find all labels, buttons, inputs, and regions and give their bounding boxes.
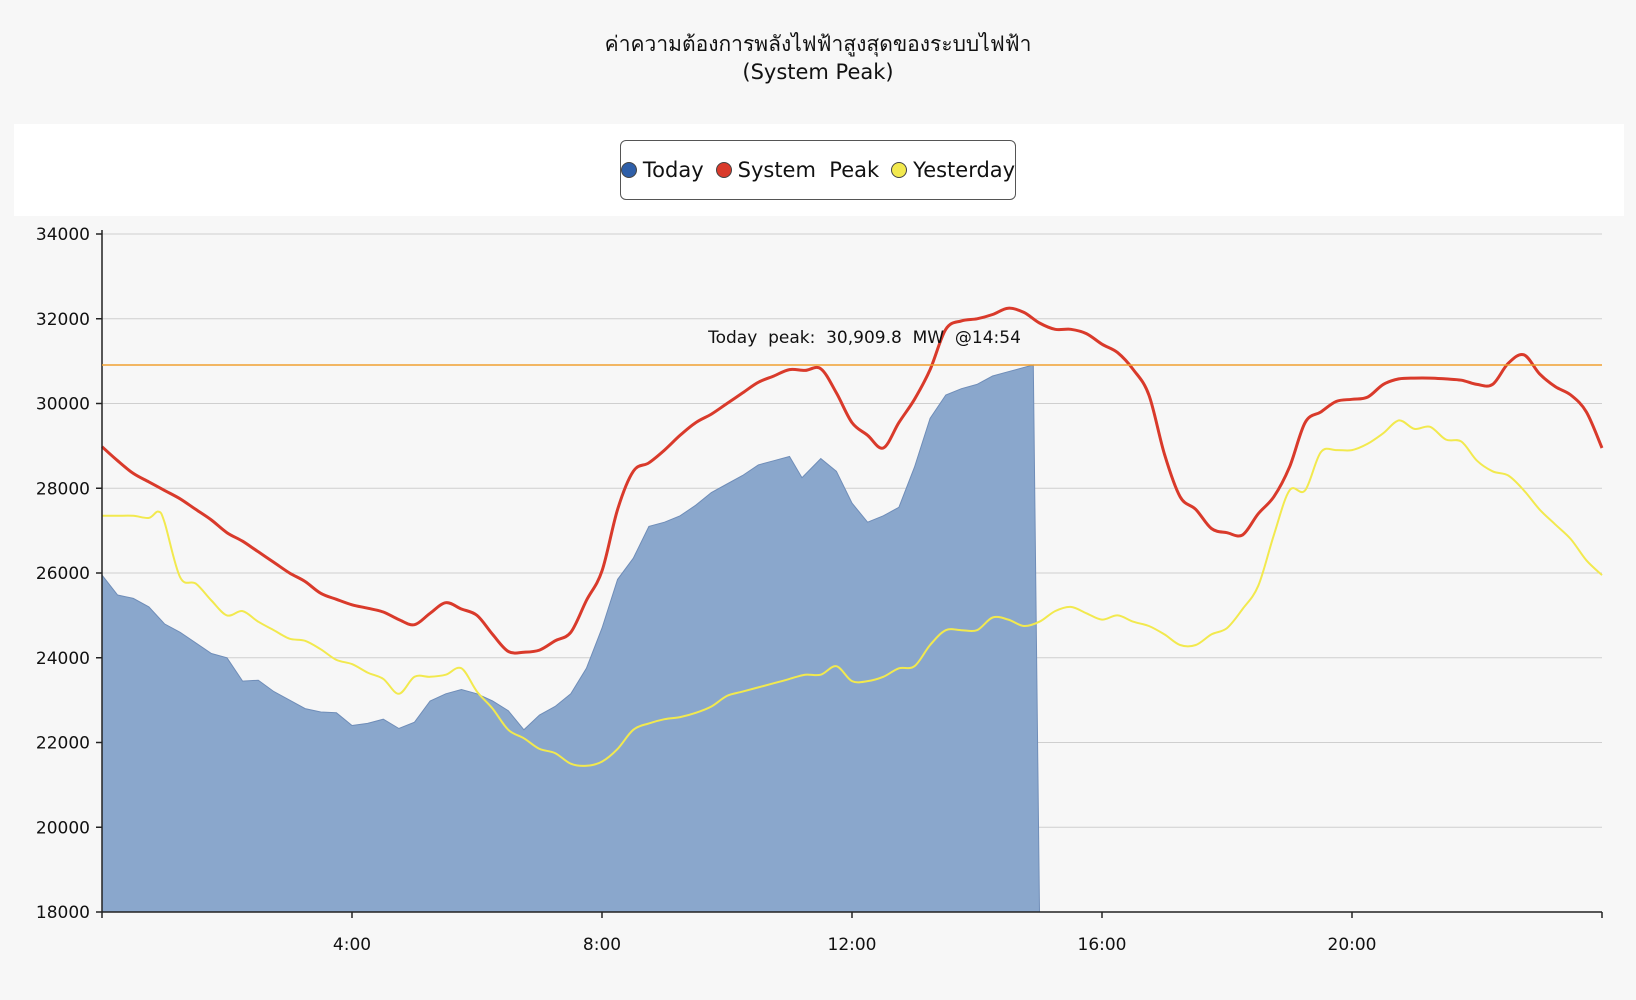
legend-marker-yesterday <box>891 162 908 178</box>
y-tick-label: 24000 <box>36 649 90 669</box>
legend-label-system-peak: System Peak <box>737 158 880 182</box>
y-tick-label: 20000 <box>36 818 90 838</box>
legend-label-yesterday: Yesterday <box>913 158 1016 182</box>
legend: Today System Peak Yesterday <box>620 140 1016 200</box>
legend-item-today[interactable]: Today <box>620 158 704 182</box>
x-tick-label: 16:00 <box>1078 935 1127 955</box>
legend-marker-today <box>620 162 637 178</box>
chart-title: ค่าความต้องการพลังไฟฟ้าสูงสุดของระบบไฟฟ้… <box>604 32 1032 56</box>
y-tick-label: 34000 <box>36 225 90 245</box>
legend-label-today: Today <box>642 158 704 182</box>
x-tick-label: 8:00 <box>583 935 621 955</box>
series-system-peak-line <box>100 306 1604 655</box>
y-tick-label: 28000 <box>36 479 90 499</box>
y-tick-label: 26000 <box>36 564 90 584</box>
y-tick-label: 32000 <box>36 310 90 330</box>
legend-marker-system-peak <box>715 162 732 178</box>
x-tick-label: 20:00 <box>1328 935 1377 955</box>
series-yesterday-line <box>102 419 1603 767</box>
y-tick-label: 18000 <box>36 903 90 923</box>
today-peak-label: Today peak: 30,909.8 MW @14:54 <box>707 328 1021 348</box>
legend-item-system-peak[interactable]: System Peak <box>715 158 880 182</box>
y-tick-label: 22000 <box>36 734 90 754</box>
x-tick-label: 4:00 <box>333 935 371 955</box>
x-tick-label: 12:00 <box>828 935 877 955</box>
chart-title-block: ค่าความต้องการพลังไฟฟ้าสูงสุดของระบบไฟฟ้… <box>0 30 1636 86</box>
legend-item-yesterday[interactable]: Yesterday <box>891 158 1015 182</box>
series-today-area <box>101 364 1041 913</box>
chart-subtitle: (System Peak) <box>742 60 894 84</box>
y-tick-label: 30000 <box>36 395 90 415</box>
